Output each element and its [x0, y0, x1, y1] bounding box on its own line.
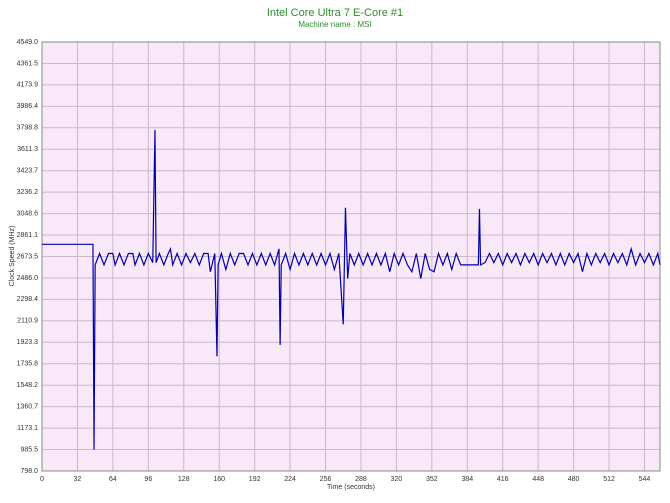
x-tick-label: 32: [74, 476, 82, 483]
y-tick-label: 1923.3: [17, 339, 39, 346]
x-tick-label: 192: [249, 476, 261, 483]
x-tick-label: 288: [355, 476, 367, 483]
x-tick-label: 544: [639, 476, 651, 483]
y-tick-label: 4549.0: [17, 39, 39, 46]
y-tick-label: 1360.7: [17, 403, 39, 410]
x-axis-label: Time (seconds): [327, 484, 375, 491]
x-tick-label: 64: [109, 476, 117, 483]
x-tick-label: 384: [461, 476, 473, 483]
x-tick-label: 224: [284, 476, 296, 483]
x-tick-label: 256: [320, 476, 332, 483]
y-tick-label: 1548.2: [17, 382, 39, 389]
y-tick-label: 2486.0: [17, 275, 39, 282]
y-tick-label: 3423.7: [17, 168, 39, 175]
chart-subtitle: Machine name : MSI: [298, 20, 371, 29]
y-tick-label: 1735.8: [17, 361, 39, 368]
x-tick-label: 128: [178, 476, 190, 483]
y-tick-label: 2110.9: [17, 318, 38, 325]
x-tick-label: 512: [603, 476, 615, 483]
y-tick-label: 3986.4: [17, 103, 39, 110]
y-tick-label: 3611.3: [17, 146, 38, 153]
x-tick-label: 416: [497, 476, 509, 483]
y-tick-label: 1173.1: [17, 425, 38, 432]
y-tick-label: 2861.1: [17, 232, 39, 239]
x-tick-label: 160: [213, 476, 225, 483]
y-tick-label: 4361.5: [17, 60, 39, 67]
y-tick-label: 985.5: [20, 446, 38, 453]
x-tick-label: 0: [40, 476, 44, 483]
x-tick-label: 448: [532, 476, 544, 483]
x-tick-label: 320: [391, 476, 403, 483]
y-axis-label: Clock Speed (MHz): [9, 226, 16, 287]
y-tick-label: 3798.8: [17, 125, 39, 132]
y-tick-label: 3236.2: [17, 189, 39, 196]
x-tick-label: 480: [568, 476, 580, 483]
x-tick-label: 96: [144, 476, 152, 483]
y-tick-label: 2298.4: [17, 296, 39, 303]
plot-border: [41, 41, 661, 472]
y-tick-label: 4173.9: [17, 82, 39, 89]
y-tick-label: 2673.5: [17, 253, 39, 260]
x-tick-label: 352: [426, 476, 438, 483]
data-line: [42, 129, 661, 450]
y-tick-label: 3048.6: [17, 210, 39, 217]
chart-title: Intel Core Ultra 7 E-Core #1: [267, 7, 403, 19]
y-tick-label: 798.0: [20, 468, 38, 475]
